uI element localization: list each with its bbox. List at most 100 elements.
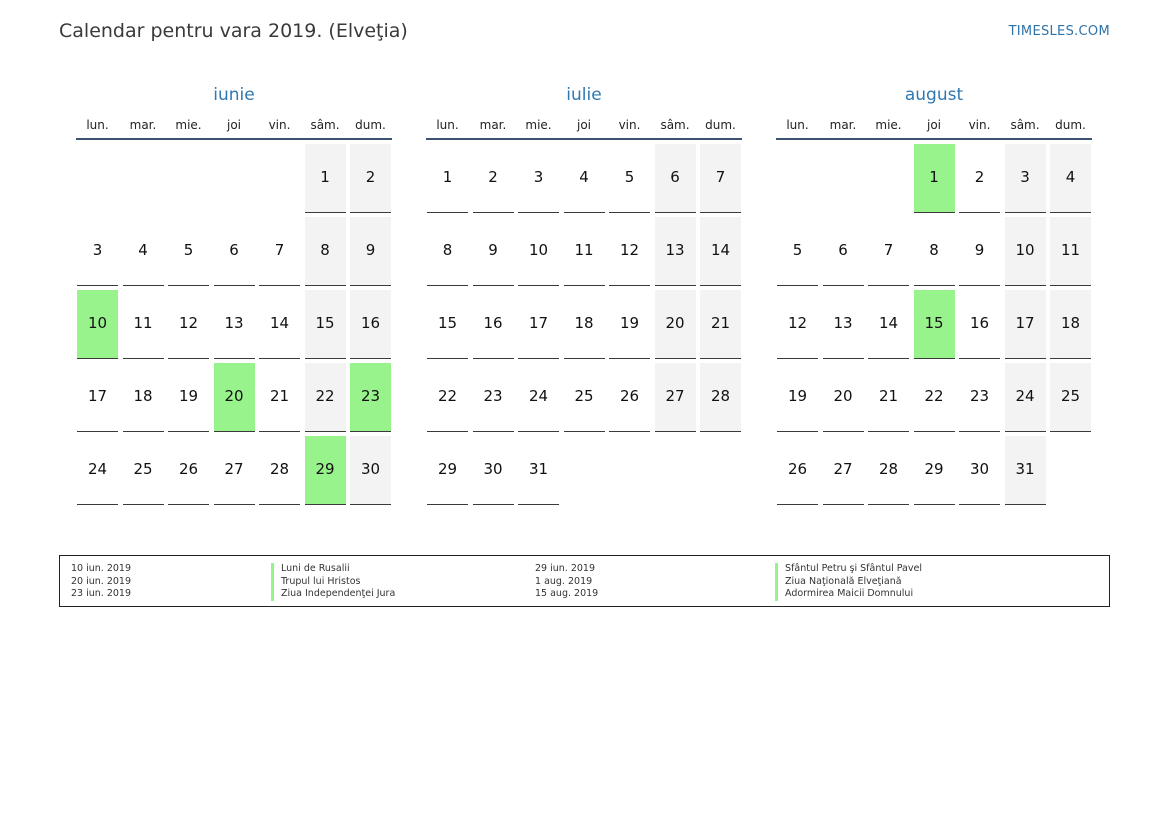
day-cell: 30	[472, 436, 514, 505]
day-cell: 11	[122, 290, 164, 359]
weekday-label: mar.	[829, 118, 857, 132]
weekday-label: mie.	[525, 118, 552, 132]
weekday-label: dum.	[705, 118, 736, 132]
day-cell: 11	[1050, 217, 1091, 286]
day-cell: 10	[518, 217, 559, 286]
legend-holiday-name: Luni de Rusalii	[271, 563, 395, 576]
day-cell: 17	[77, 363, 118, 432]
day-grid: 1 2 3 4 5 6 7 8 9 10 11 12 13 14 15 16 17 18 19 20 21 22 23 24 2…	[426, 144, 742, 505]
day-cell: 14	[700, 217, 741, 286]
day-cell: 15	[427, 290, 468, 359]
day-cell: 2	[959, 144, 1000, 213]
legend-holiday-name: Trupul lui Hristos	[271, 575, 395, 588]
day-cell: 27	[654, 363, 696, 432]
legend-date: 1 aug. 2019	[535, 575, 593, 587]
weekday-label: sâm.	[660, 118, 690, 132]
day-cell: 26	[609, 363, 650, 432]
empty-cell	[777, 144, 818, 213]
day-cell: 26	[777, 436, 818, 505]
brand-link[interactable]: TIMESLES.COM	[1008, 24, 1110, 39]
day-cell: 5	[777, 217, 818, 286]
day-cell: 9	[350, 217, 391, 286]
day-cell: 31	[518, 436, 559, 505]
day-cell-holiday: 29	[304, 436, 346, 505]
day-cell: 8	[913, 217, 955, 286]
weekday-label: vin.	[268, 118, 291, 132]
legend-names-col-2: Sfântul Petru şi Sfântul Pavel Ziua Naţi…	[775, 563, 922, 601]
day-cell: 27	[213, 436, 255, 505]
legend-holiday-name: Ziua Independenţei Jura	[271, 588, 395, 601]
day-cell: 19	[777, 363, 818, 432]
legend-date: 29 iun. 2019	[535, 563, 596, 574]
day-cell: 14	[259, 290, 300, 359]
weekday-label: vin.	[968, 118, 991, 132]
day-grid: 1 2 3 4 5 6 7 8 9 10 11 12 13 14 15 16 17 18 19 20 21 22 23 24 2…	[776, 144, 1092, 505]
day-cell: 22	[913, 363, 955, 432]
day-cell: 29	[427, 436, 468, 505]
day-cell: 5	[609, 144, 650, 213]
day-cell: 18	[563, 290, 605, 359]
legend-holiday-name: Ziua Naţională Elveţiană	[775, 575, 922, 588]
month-name: iunie	[213, 85, 255, 105]
day-cell: 25	[122, 436, 164, 505]
day-cell: 13	[213, 290, 255, 359]
legend-date: 10 iun. 2019	[71, 563, 132, 574]
day-cell-holiday: 23	[350, 363, 391, 432]
day-cell: 19	[168, 363, 209, 432]
day-cell: 20	[822, 363, 864, 432]
empty-cell	[168, 144, 209, 213]
day-cell: 30	[350, 436, 391, 505]
day-cell: 12	[609, 217, 650, 286]
weekday-label: lun.	[436, 118, 459, 132]
weekday-header: lun. mar. mie. joi vin. sâm. dum.	[76, 110, 392, 140]
day-cell: 4	[563, 144, 605, 213]
day-cell: 19	[609, 290, 650, 359]
day-cell: 3	[1004, 144, 1046, 213]
day-cell-holiday: 20	[213, 363, 255, 432]
day-cell-holiday: 10	[77, 290, 118, 359]
day-cell: 6	[654, 144, 696, 213]
weekday-header: lun. mar. mie. joi vin. sâm. dum.	[426, 110, 742, 140]
day-cell-holiday: 1	[913, 144, 955, 213]
day-cell: 30	[959, 436, 1000, 505]
legend-date: 20 iun. 2019	[71, 575, 132, 587]
day-cell: 3	[77, 217, 118, 286]
day-cell: 17	[1004, 290, 1046, 359]
weekday-label: vin.	[618, 118, 641, 132]
day-cell: 15	[304, 290, 346, 359]
legend-holiday-name: Adormirea Maicii Domnului	[775, 588, 922, 601]
day-cell: 29	[913, 436, 955, 505]
weekday-label: sâm.	[310, 118, 340, 132]
weekday-label: dum.	[1055, 118, 1086, 132]
day-cell: 26	[168, 436, 209, 505]
day-cell: 12	[168, 290, 209, 359]
month-name: august	[904, 85, 964, 105]
day-cell: 27	[822, 436, 864, 505]
day-cell: 4	[122, 217, 164, 286]
day-cell: 6	[822, 217, 864, 286]
day-cell: 2	[350, 144, 391, 213]
legend-date: 15 aug. 2019	[535, 588, 599, 599]
weekday-label: dum.	[355, 118, 386, 132]
empty-cell	[823, 144, 864, 213]
day-cell: 18	[122, 363, 164, 432]
day-cell: 4	[1050, 144, 1091, 213]
page-title: Calendar pentru vara 2019. (Elveţia)	[59, 20, 408, 42]
day-cell: 21	[868, 363, 909, 432]
legend-date: 23 iun. 2019	[71, 588, 132, 599]
month-1: iulie lun. mar. mie. joi vin. sâm. dum. 1 2 3 4 5 6 7 8…	[426, 84, 742, 505]
legend-dates-col-2: 29 iun. 2019 1 aug. 2019 15 aug. 2019	[535, 563, 598, 601]
holiday-legend: 10 iun. 2019 20 iun. 2019 23 iun. 2019 L…	[59, 555, 1110, 607]
month-2: august lun. mar. mie. joi vin. sâm. dum. 1 2 3 4 5 6 7…	[776, 84, 1092, 505]
day-cell: 25	[1050, 363, 1091, 432]
day-cell: 7	[259, 217, 300, 286]
weekday-header: lun. mar. mie. joi vin. sâm. dum.	[776, 110, 1092, 140]
day-cell: 16	[959, 290, 1000, 359]
weekday-label: sâm.	[1010, 118, 1040, 132]
day-cell: 20	[654, 290, 696, 359]
legend-holiday-name: Sfântul Petru şi Sfântul Pavel	[775, 563, 922, 576]
empty-cell	[123, 144, 164, 213]
day-cell: 21	[700, 290, 741, 359]
weekday-label: mie.	[875, 118, 902, 132]
day-cell: 28	[700, 363, 741, 432]
